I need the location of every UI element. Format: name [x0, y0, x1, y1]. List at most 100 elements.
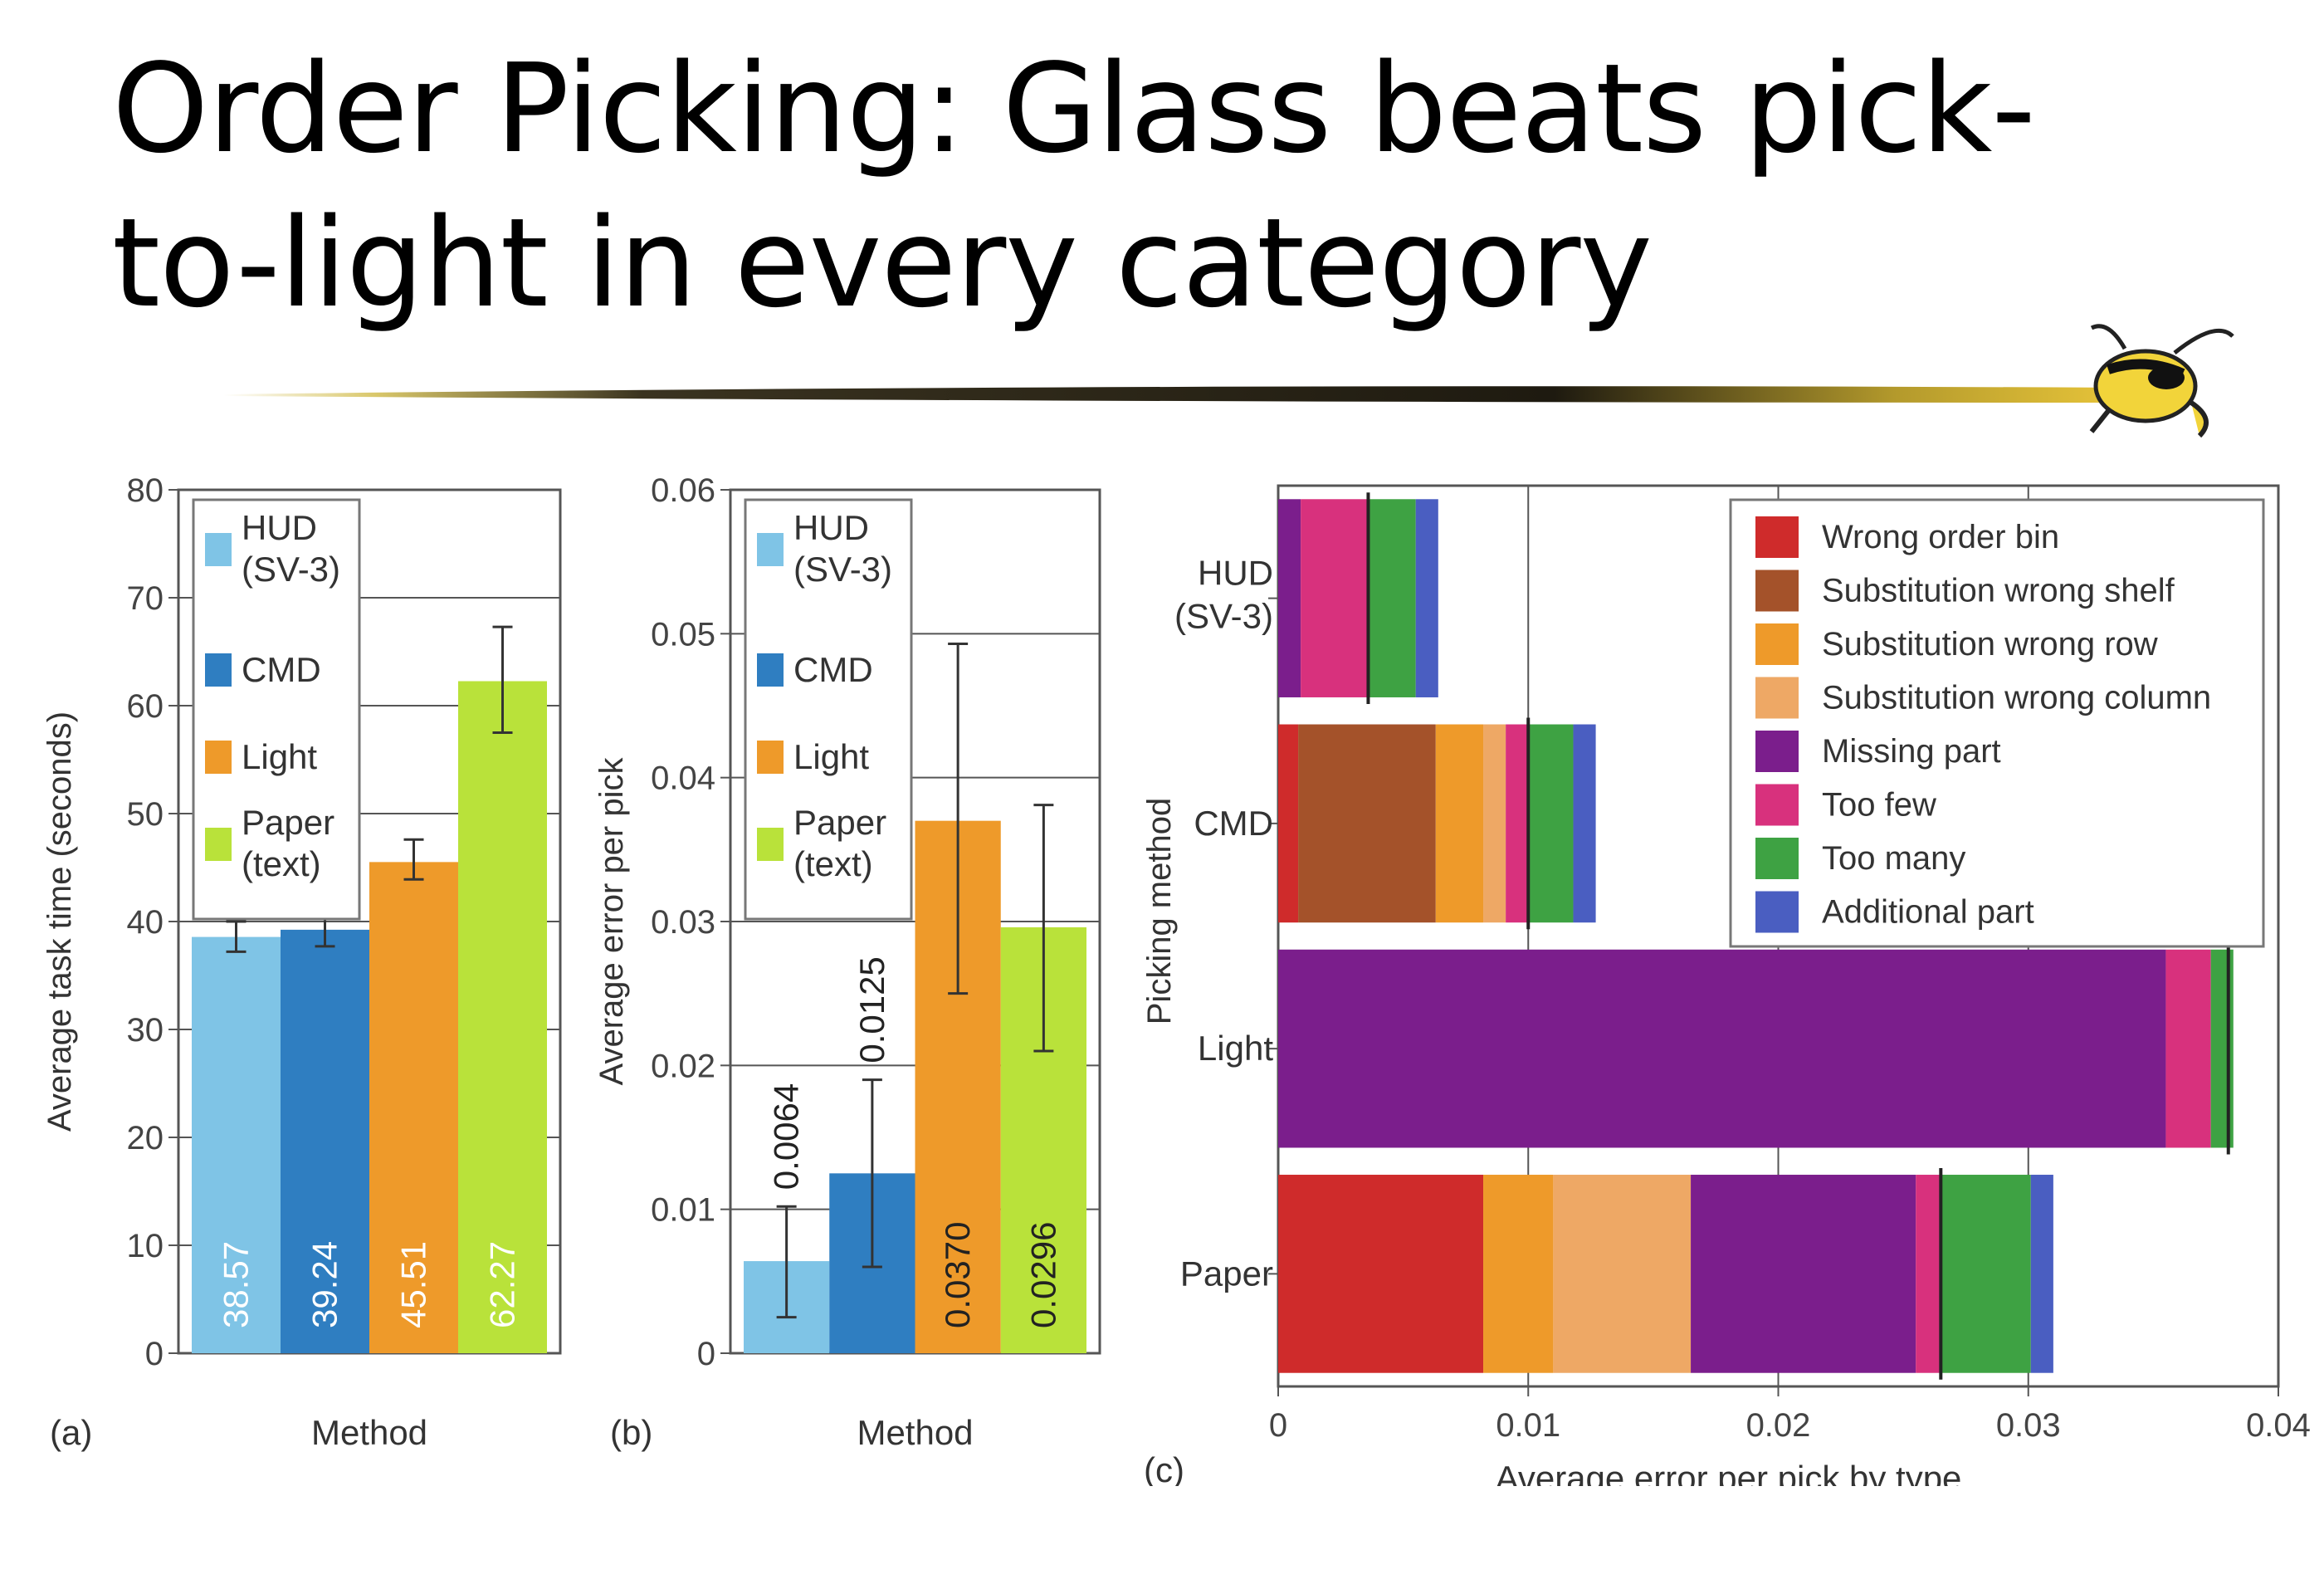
y-tick-label: 60 [127, 688, 164, 725]
value-label: 38.57 [217, 1241, 256, 1328]
legend-label-hud-sv-3: HUD (SV-3) [242, 508, 340, 589]
bar-segment-too-few [1301, 499, 1369, 697]
panel-b-error-chart: 0 0.01 0.02 0.03 0.04 0.05 0.06 0.0064 0.0125 0.0… [593, 472, 1101, 1452]
x-axis-title: Method [857, 1413, 973, 1452]
legend-swatch [205, 653, 232, 687]
y-tick-label: 30 [127, 1012, 164, 1049]
legend-label-missing-part: Missing part [1822, 733, 2001, 770]
legend-swatch [757, 653, 784, 687]
legend-label-light: Light [793, 737, 869, 776]
legend-swatch [1755, 516, 1799, 558]
legend: HUD (SV-3) CMD Light Paper (text) [192, 498, 361, 921]
bar-segment-too-many [1528, 724, 1574, 923]
legend-label-substitution-wrong-column: Substitution wrong column [1822, 680, 2211, 716]
y-tick-label: 0.02 [651, 1048, 715, 1084]
y-tick-label: 0.06 [651, 472, 715, 509]
legend-label-substitution-wrong-row: Substitution wrong row [1822, 626, 2158, 662]
bar-hud-sv-3 [192, 936, 281, 1353]
bar-segment-substitution-wrong-row [1483, 1175, 1554, 1373]
value-label: 39.24 [305, 1241, 344, 1328]
x-tick-label: 0.04 [2246, 1407, 2311, 1444]
y-tick-label: 70 [127, 580, 164, 617]
x-axis-title: Method [311, 1413, 427, 1452]
bar-segment-missing-part [1691, 1175, 1916, 1373]
bar-cmd [281, 929, 369, 1353]
y-tick-label: 0.05 [651, 616, 715, 653]
legend-label-cmd: CMD [793, 650, 873, 689]
bar-segment-too-many [1368, 499, 1416, 697]
bar-segment-too-many [1941, 1175, 2031, 1373]
bar-segment-additional-part [2030, 1175, 2053, 1373]
y-tick-label: 50 [127, 796, 164, 833]
y-axis-title: Average error per pick [593, 757, 630, 1086]
bar-light [369, 862, 458, 1353]
value-label: 62.27 [483, 1241, 522, 1328]
x-tick-label: 0 [1269, 1407, 1287, 1444]
value-label: 45.51 [394, 1241, 433, 1328]
legend-label-paper-text: Paper (text) [793, 803, 886, 883]
panel-label: (a) [50, 1413, 92, 1452]
legend-label-cmd: CMD [242, 650, 321, 689]
category-label-hud-sv-3: HUD (SV-3) [1174, 554, 1273, 636]
legend-swatch [1755, 891, 1799, 933]
legend-swatch [757, 741, 784, 774]
legend-swatch [757, 828, 784, 861]
y-tick-label: 0 [697, 1336, 715, 1372]
legend-label-substitution-wrong-shelf: Substitution wrong shelf [1822, 573, 2175, 609]
value-label: 0.0370 [938, 1222, 977, 1328]
legend-swatch [205, 533, 232, 566]
bar-segment-substitution-wrong-shelf [1298, 724, 1436, 923]
plot-frame [1277, 484, 2280, 1388]
legend-label-hud-sv-3: HUD (SV-3) [793, 508, 892, 589]
legend-swatch [1755, 677, 1799, 719]
legend-label-paper-text: Paper (text) [242, 803, 334, 883]
bar-segment-too-few [1916, 1175, 1941, 1373]
legend-label-additional-part: Additional part [1822, 894, 2034, 931]
slide-title: Order Picking: Glass beats pick-to-light… [112, 37, 2036, 335]
panel-label: (c) [1144, 1450, 1184, 1486]
bar-segment-missing-part [1278, 949, 2166, 1148]
legend-swatch [1755, 731, 1799, 772]
panel-label: (b) [610, 1413, 652, 1452]
title-divider [224, 386, 2125, 403]
legend-swatch [1755, 623, 1799, 665]
x-tick-label: 0.02 [1746, 1407, 1811, 1444]
legend-label-wrong-order-bin: Wrong order bin [1822, 519, 2059, 555]
bar-segment-substitution-wrong-column [1483, 724, 1506, 923]
bar-segment-missing-part [1278, 499, 1301, 697]
legend-label-too-many: Too many [1822, 840, 1965, 877]
category-label-cmd: CMD [1194, 804, 1273, 843]
yellow-jacket-mascot-icon [2089, 324, 2234, 438]
y-tick-label: 20 [127, 1120, 164, 1156]
y-axis-title: Average task time (seconds) [42, 711, 78, 1132]
category-label-paper: Paper [1180, 1254, 1273, 1293]
legend-swatch [757, 533, 784, 566]
value-label: 0.0125 [852, 956, 891, 1063]
x-tick-label: 0.01 [1496, 1407, 1560, 1444]
y-tick-label: 0.01 [651, 1192, 715, 1229]
legend: Wrong order bin Substitution wrong shelf S… [1729, 498, 2265, 948]
legend-swatch [1755, 838, 1799, 879]
category-label-light: Light [1198, 1029, 1273, 1068]
y-tick-label: 10 [127, 1228, 164, 1264]
y-tick-label: 80 [127, 472, 164, 509]
y-tick-label: 40 [127, 904, 164, 941]
bar-segment-wrong-order-bin [1278, 724, 1299, 923]
legend-box [1729, 498, 2265, 948]
legend-swatch [1755, 784, 1799, 826]
bar-segment-substitution-wrong-row [1435, 724, 1484, 923]
y-axis-title: Picking method [1141, 798, 1178, 1024]
figure: 0 10 20 30 40 50 60 70 80 38.57 39.24 45.51 62.27 HUD… [42, 472, 2311, 1486]
bar-segment-too-few [1506, 724, 1529, 923]
panel-c-error-by-type-chart: 0 0.01 0.02 0.03 0.04 HUD (SV-3) CMD Light Paper W… [1141, 484, 2311, 1486]
bar-segment-wrong-order-bin [1278, 1175, 1484, 1373]
bar-segment-additional-part [1415, 499, 1438, 697]
legend-label-light: Light [242, 737, 317, 776]
legend-swatch [205, 828, 232, 861]
bar-segment-substitution-wrong-column [1553, 1175, 1692, 1373]
value-label: 0.0064 [767, 1083, 806, 1190]
legend: HUD (SV-3) CMD Light Paper (text) [744, 498, 913, 921]
legend-label-too-few: Too few [1822, 787, 1936, 824]
bar-segment-too-few [2165, 949, 2211, 1148]
x-tick-label: 0.03 [1996, 1407, 2061, 1444]
